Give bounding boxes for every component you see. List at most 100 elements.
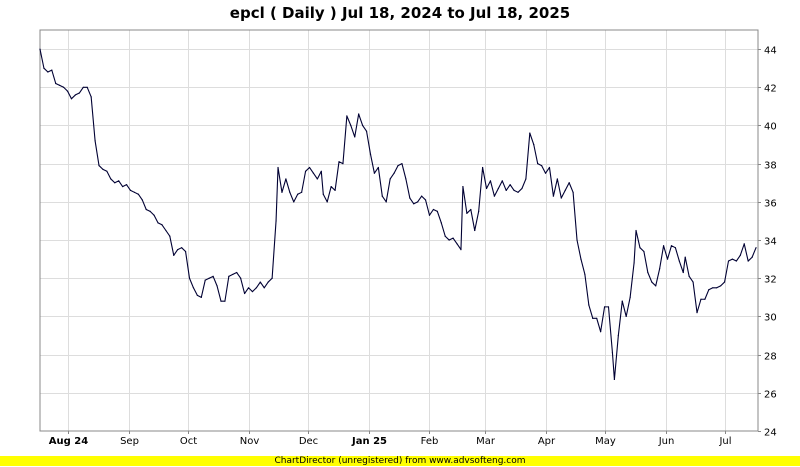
data-point <box>700 298 702 300</box>
data-point <box>659 268 661 270</box>
data-point <box>521 187 523 190</box>
data-point <box>188 277 191 279</box>
data-point <box>240 277 242 279</box>
data-point <box>603 306 606 308</box>
data-point <box>655 285 657 287</box>
y-tick-label: 38 <box>764 161 777 172</box>
plot-area <box>40 30 758 431</box>
data-point <box>350 124 352 127</box>
data-point <box>362 124 364 127</box>
data-point <box>440 222 442 224</box>
x-tick-label: May <box>595 436 616 447</box>
data-point <box>267 281 269 283</box>
data-point <box>381 195 383 197</box>
data-point <box>629 296 631 298</box>
y-tick-label: 32 <box>764 275 777 286</box>
data-point <box>755 247 757 249</box>
y-tick-label: 24 <box>764 428 777 439</box>
data-point <box>133 191 136 193</box>
data-point <box>716 287 718 289</box>
chart-title: epcl ( Daily ) Jul 18, 2024 to Jul 18, 2… <box>230 4 570 22</box>
data-point <box>712 287 714 289</box>
data-point <box>505 189 507 191</box>
data-point <box>281 191 283 193</box>
series-layer <box>39 48 757 381</box>
data-point <box>293 201 295 203</box>
data-point <box>334 189 336 191</box>
data-point <box>670 245 673 247</box>
data-point <box>106 170 108 172</box>
data-point <box>277 166 279 169</box>
data-point <box>436 210 438 212</box>
data-point <box>74 94 77 96</box>
data-point <box>478 210 480 212</box>
data-point <box>588 304 590 306</box>
data-point <box>161 224 163 226</box>
data-point <box>474 229 476 232</box>
data-point <box>59 84 61 86</box>
data-point <box>365 130 368 132</box>
data-point <box>533 143 535 146</box>
data-point <box>541 164 543 167</box>
data-point <box>338 161 340 163</box>
data-point <box>470 208 472 211</box>
data-point <box>308 166 311 169</box>
data-point <box>51 69 53 71</box>
data-point <box>501 180 503 182</box>
data-point <box>330 185 332 188</box>
data-point <box>662 245 665 247</box>
data-point <box>513 189 515 191</box>
data-point <box>592 317 594 319</box>
data-point <box>552 195 555 197</box>
x-tick-label: Apr <box>538 436 556 447</box>
data-point <box>212 275 214 277</box>
data-point <box>312 172 315 174</box>
data-point <box>678 260 680 262</box>
data-point <box>216 285 218 287</box>
data-point <box>255 287 257 289</box>
data-point <box>90 96 92 98</box>
data-point <box>342 163 344 165</box>
data-point <box>346 115 348 117</box>
data-point <box>572 191 574 193</box>
data-point <box>78 92 80 94</box>
y-tick-label: 34 <box>764 237 777 248</box>
data-point <box>326 201 328 203</box>
x-tick-label: Aug 24 <box>49 436 88 447</box>
data-point <box>525 178 527 180</box>
data-point <box>358 113 360 115</box>
data-point <box>576 239 578 241</box>
data-point <box>141 199 143 201</box>
data-point <box>316 178 318 180</box>
plot-border <box>39 29 759 432</box>
footer-text[interactable]: ChartDirector (unregistered) from www.ad… <box>274 456 526 466</box>
data-point <box>735 260 737 262</box>
data-point <box>482 166 484 169</box>
data-point <box>173 254 175 256</box>
data-point <box>417 201 419 203</box>
data-point <box>373 172 376 174</box>
data-point <box>275 220 277 222</box>
data-point <box>413 203 415 205</box>
data-point <box>723 281 726 283</box>
data-point <box>466 212 468 214</box>
data-point <box>263 287 265 289</box>
data-point <box>432 208 435 211</box>
data-point <box>377 166 379 169</box>
data-point <box>611 352 614 354</box>
x-tick-label: Nov <box>240 436 260 447</box>
data-point <box>493 195 496 197</box>
x-axis: Aug 24 Sep Oct Nov Dec Jan 25 Feb Mar Apr May Jun J… <box>49 431 732 447</box>
data-point <box>320 170 322 172</box>
data-point <box>102 168 104 170</box>
data-point <box>704 298 706 300</box>
data-point <box>548 166 551 169</box>
data-point <box>200 296 202 298</box>
data-point <box>639 247 641 249</box>
data-point <box>63 86 65 88</box>
data-point <box>596 317 598 319</box>
data-point <box>444 235 446 237</box>
data-point <box>184 250 187 253</box>
data-point <box>354 136 356 138</box>
